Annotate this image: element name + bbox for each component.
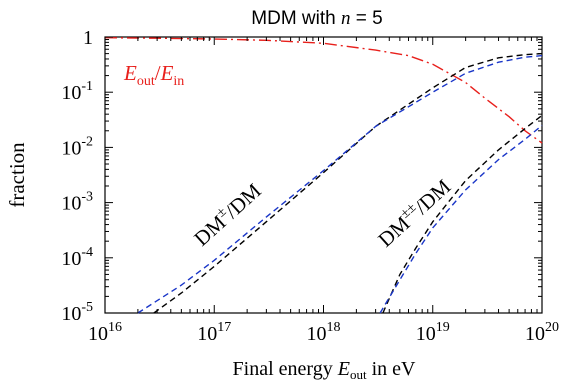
- chart-title: MDM with n = 5: [251, 8, 382, 29]
- series-line-single-2: [137, 54, 543, 314]
- annotation-ratio: Eout/Ein: [123, 61, 184, 89]
- series-line-double-3: [382, 114, 543, 314]
- x-tick-label: 1017: [197, 320, 231, 345]
- x-tick-label: 1020: [525, 320, 559, 345]
- series-layer: [104, 37, 543, 314]
- y-axis-label: fraction: [5, 142, 29, 208]
- y-tick-label: 1: [83, 27, 93, 49]
- x-axis-label: Final energy Eout in eV: [233, 358, 416, 382]
- series-line-ratio-0: [104, 37, 543, 144]
- x-tick-label: 1016: [88, 320, 122, 345]
- x-tick-label: 1019: [416, 320, 450, 345]
- x-tick-label: 1018: [307, 320, 341, 345]
- series-line-double-4: [379, 124, 543, 314]
- series-line-single-1: [153, 52, 543, 314]
- y-tick-label: 10-4: [61, 245, 93, 270]
- y-tick-label: 10-5: [61, 300, 93, 325]
- annotation-single: DM±/DM: [189, 178, 266, 251]
- y-tick-label: 10-2: [61, 134, 93, 159]
- annotation-double: DM±±/DM: [373, 173, 456, 251]
- y-tick-label: 10-3: [61, 190, 93, 215]
- y-tick-label: 10-1: [61, 79, 93, 104]
- ticks-layer: 1016 1017 1018 1019 1020 1 10-1 10-2 10-3 10-4 10-…: [61, 27, 559, 345]
